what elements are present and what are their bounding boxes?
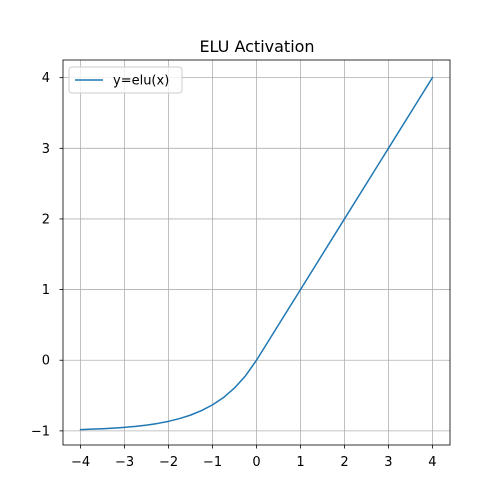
x-tick-label-7: 3 (384, 455, 392, 470)
legend-label-elu: y=elu(x) (113, 74, 169, 89)
x-tick-label-6: 2 (340, 455, 348, 470)
y-tick-label-1: 0 (42, 354, 50, 369)
y-tick-label-0: −1 (31, 424, 50, 439)
y-tick-label-2: 1 (42, 283, 50, 298)
chart-title: ELU Activation (199, 37, 314, 56)
x-tick-label-1: −3 (115, 455, 134, 470)
grid (63, 60, 450, 445)
series-layer (79, 76, 434, 431)
y-tick-label-5: 4 (42, 71, 50, 86)
x-tick-label-3: −1 (203, 455, 222, 470)
y-tick-label-4: 3 (42, 142, 50, 157)
ticks: −4 −3 −2 −1 0 1 2 3 4 −1 0 1 2 3 4 (31, 71, 437, 470)
x-tick-label-0: −4 (71, 455, 90, 470)
x-tick-label-5: 1 (296, 455, 304, 470)
x-tick-label-2: −2 (159, 455, 178, 470)
x-tick-label-8: 4 (428, 455, 436, 470)
legend: y=elu(x) (68, 66, 183, 94)
x-tick-label-4: 0 (252, 455, 260, 470)
series-line-0 (79, 76, 434, 431)
y-tick-label-3: 2 (42, 212, 50, 227)
legend-box (68, 66, 183, 94)
